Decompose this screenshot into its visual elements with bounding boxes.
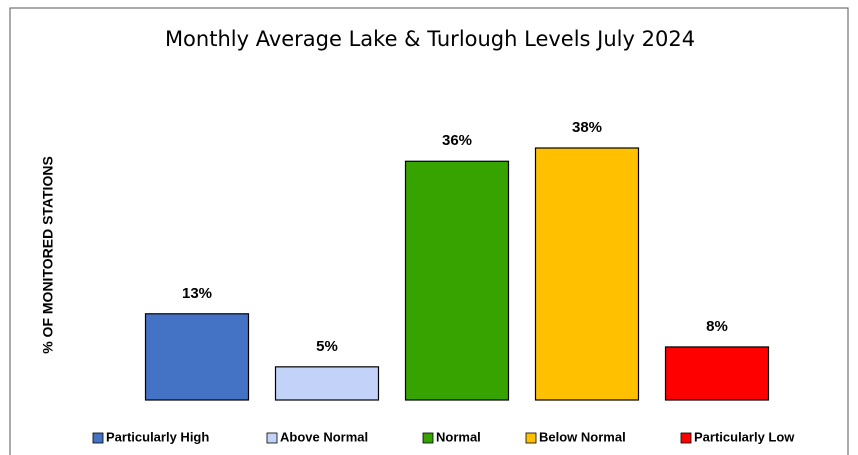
- legend-swatch: [680, 432, 692, 444]
- bar: [144, 313, 250, 401]
- legend-label: Below Normal: [539, 429, 626, 444]
- y-axis-label: % OF MONITORED STATIONS: [40, 156, 56, 354]
- legend-label: Particularly Low: [694, 429, 795, 444]
- data-label: 5%: [316, 338, 338, 355]
- bar: [534, 147, 640, 401]
- bar: [404, 160, 510, 401]
- chart-title: Monthly Average Lake & Turlough Levels J…: [165, 27, 695, 51]
- data-label: 38%: [572, 119, 602, 136]
- bar: [664, 346, 770, 401]
- legend-swatch: [266, 432, 278, 444]
- legend-swatch: [92, 432, 104, 444]
- legend-label: Normal: [436, 429, 481, 444]
- legend-label: Above Normal: [280, 429, 368, 444]
- legend-label: Particularly High: [106, 429, 209, 444]
- bar: [274, 366, 380, 401]
- data-label: 36%: [442, 132, 472, 149]
- data-label: 8%: [706, 318, 728, 335]
- data-label: 13%: [182, 285, 212, 302]
- legend-swatch: [525, 432, 537, 444]
- legend-swatch: [422, 432, 434, 444]
